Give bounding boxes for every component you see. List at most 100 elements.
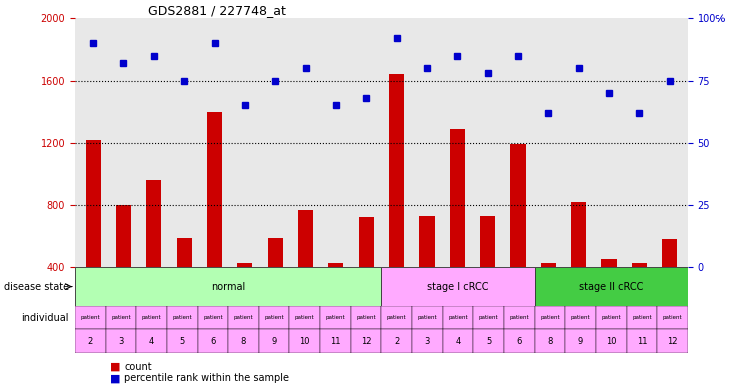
FancyBboxPatch shape (290, 306, 320, 329)
Bar (510, 144, 526, 267)
Text: patient: patient (540, 315, 560, 320)
FancyBboxPatch shape (657, 329, 688, 353)
FancyBboxPatch shape (504, 306, 534, 329)
FancyBboxPatch shape (137, 329, 167, 353)
Text: patient: patient (111, 315, 131, 320)
Text: 8: 8 (241, 337, 246, 346)
FancyBboxPatch shape (381, 329, 412, 353)
Text: individual: individual (21, 313, 69, 323)
Text: 9: 9 (272, 337, 277, 346)
FancyBboxPatch shape (381, 306, 412, 329)
Bar (328, 263, 344, 267)
Text: patient: patient (326, 315, 345, 320)
FancyBboxPatch shape (442, 306, 473, 329)
Bar (116, 205, 131, 267)
FancyBboxPatch shape (259, 306, 290, 329)
Bar (207, 112, 222, 267)
Text: patient: patient (264, 315, 284, 320)
Text: 10: 10 (299, 337, 310, 346)
FancyBboxPatch shape (412, 329, 442, 353)
Text: 10: 10 (606, 337, 617, 346)
Text: stage II cRCC: stage II cRCC (579, 281, 643, 291)
Bar (480, 216, 495, 267)
FancyBboxPatch shape (534, 329, 565, 353)
Bar (631, 263, 647, 267)
FancyBboxPatch shape (137, 306, 167, 329)
Text: patient: patient (418, 315, 437, 320)
FancyBboxPatch shape (442, 329, 473, 353)
Text: patient: patient (295, 315, 315, 320)
Bar (268, 238, 283, 267)
FancyBboxPatch shape (259, 329, 290, 353)
Bar (177, 238, 192, 267)
FancyBboxPatch shape (534, 267, 688, 306)
FancyBboxPatch shape (106, 306, 137, 329)
FancyBboxPatch shape (320, 306, 350, 329)
FancyBboxPatch shape (565, 329, 596, 353)
Text: patient: patient (632, 315, 652, 320)
Text: 4: 4 (456, 337, 461, 346)
Text: patient: patient (602, 315, 621, 320)
FancyBboxPatch shape (381, 267, 534, 306)
FancyBboxPatch shape (657, 306, 688, 329)
Bar (419, 216, 434, 267)
Text: 3: 3 (425, 337, 430, 346)
Text: 3: 3 (118, 337, 123, 346)
Text: disease state: disease state (4, 281, 69, 291)
Bar (571, 202, 586, 267)
Text: 8: 8 (548, 337, 553, 346)
Text: patient: patient (172, 315, 192, 320)
FancyBboxPatch shape (75, 267, 381, 306)
FancyBboxPatch shape (473, 306, 504, 329)
FancyBboxPatch shape (596, 329, 626, 353)
FancyBboxPatch shape (350, 306, 381, 329)
Bar (389, 74, 404, 267)
Bar (85, 140, 101, 267)
Bar (541, 263, 556, 267)
Text: 11: 11 (330, 337, 341, 346)
Text: ■: ■ (110, 373, 120, 383)
Text: 5: 5 (486, 337, 491, 346)
FancyBboxPatch shape (106, 329, 137, 353)
FancyBboxPatch shape (473, 329, 504, 353)
Text: patient: patient (356, 315, 376, 320)
FancyBboxPatch shape (198, 306, 228, 329)
FancyBboxPatch shape (167, 306, 198, 329)
Text: 4: 4 (149, 337, 154, 346)
FancyBboxPatch shape (626, 306, 657, 329)
Text: stage I cRCC: stage I cRCC (427, 281, 489, 291)
FancyBboxPatch shape (75, 329, 106, 353)
FancyBboxPatch shape (167, 329, 198, 353)
FancyBboxPatch shape (228, 329, 259, 353)
Bar (237, 263, 253, 267)
FancyBboxPatch shape (75, 306, 106, 329)
Bar (146, 180, 161, 267)
Text: 2: 2 (394, 337, 399, 346)
FancyBboxPatch shape (320, 329, 350, 353)
Text: patient: patient (234, 315, 253, 320)
Text: patient: patient (663, 315, 683, 320)
Bar (602, 260, 617, 267)
Bar (662, 239, 677, 267)
Text: patient: patient (80, 315, 100, 320)
FancyBboxPatch shape (350, 329, 381, 353)
FancyBboxPatch shape (504, 329, 534, 353)
Text: 5: 5 (180, 337, 185, 346)
Bar (358, 217, 374, 267)
Text: percentile rank within the sample: percentile rank within the sample (124, 373, 289, 383)
FancyBboxPatch shape (198, 329, 228, 353)
Text: normal: normal (211, 281, 245, 291)
Text: ■: ■ (110, 362, 120, 372)
FancyBboxPatch shape (412, 306, 442, 329)
Text: 11: 11 (637, 337, 647, 346)
Text: patient: patient (510, 315, 529, 320)
Text: GDS2881 / 227748_at: GDS2881 / 227748_at (148, 4, 286, 17)
Text: count: count (124, 362, 152, 372)
Bar (450, 129, 465, 267)
Text: 6: 6 (210, 337, 215, 346)
Text: patient: patient (571, 315, 591, 320)
Text: 12: 12 (361, 337, 372, 346)
Text: patient: patient (479, 315, 499, 320)
Text: patient: patient (448, 315, 468, 320)
FancyBboxPatch shape (228, 306, 259, 329)
